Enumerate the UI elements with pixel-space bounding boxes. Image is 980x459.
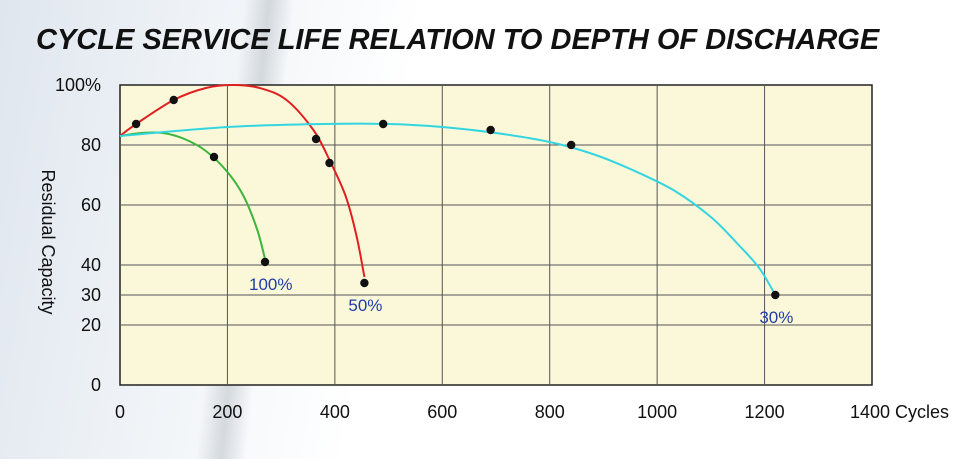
y-tick-label: 0 [91, 375, 101, 395]
y-tick-label: 20 [81, 315, 101, 335]
chart-title: CYCLE SERVICE LIFE RELATION TO DEPTH OF … [36, 24, 880, 56]
data-points [131, 95, 780, 300]
series-100pct-label: 100% [249, 275, 292, 294]
series-30pct-point [567, 140, 576, 150]
y-tick-label: 30 [81, 285, 101, 305]
y-tick-label: 60 [81, 195, 101, 215]
y-tick-label: 100% [55, 75, 101, 95]
y-tick-label: 40 [81, 255, 101, 275]
series-50pct-point [131, 119, 141, 129]
series-labels: 100% 50% 30% [249, 275, 793, 327]
x-tick-label: 200 [212, 402, 242, 422]
grid [120, 85, 872, 385]
x-tick-label: 0 [115, 402, 125, 422]
series-30pct-point [486, 125, 495, 135]
series-100pct-point [260, 257, 270, 267]
series-30pct-point [771, 290, 780, 300]
series-100pct-point [209, 152, 219, 162]
x-tick-label: 800 [535, 402, 565, 422]
series-30pct-line [119, 122, 777, 296]
series-50pct-point [311, 134, 321, 144]
plot-area [119, 84, 873, 386]
x-tick-label: 1200 [745, 402, 785, 422]
y-axis-ticks: 0 20 30 40 60 80 100% [55, 75, 101, 395]
x-tick-label: 1000 [637, 402, 677, 422]
x-tick-label: 600 [427, 402, 457, 422]
series-50pct-point [325, 158, 334, 168]
series-50pct-point [169, 95, 178, 105]
series-50pct-point [360, 278, 369, 288]
x-tick-label: 400 [320, 402, 350, 422]
x-axis-ticks: 0 200 400 600 800 1000 1200 1400 Cycles [115, 402, 949, 422]
x-tick-label: 1400 Cycles [850, 402, 949, 422]
series-50pct-label: 50% [348, 296, 382, 315]
y-axis-label: Residual Capacity [38, 169, 58, 314]
y-tick-label: 80 [81, 135, 101, 155]
series-30pct-label: 30% [759, 308, 793, 327]
series-30pct-point [379, 119, 388, 129]
